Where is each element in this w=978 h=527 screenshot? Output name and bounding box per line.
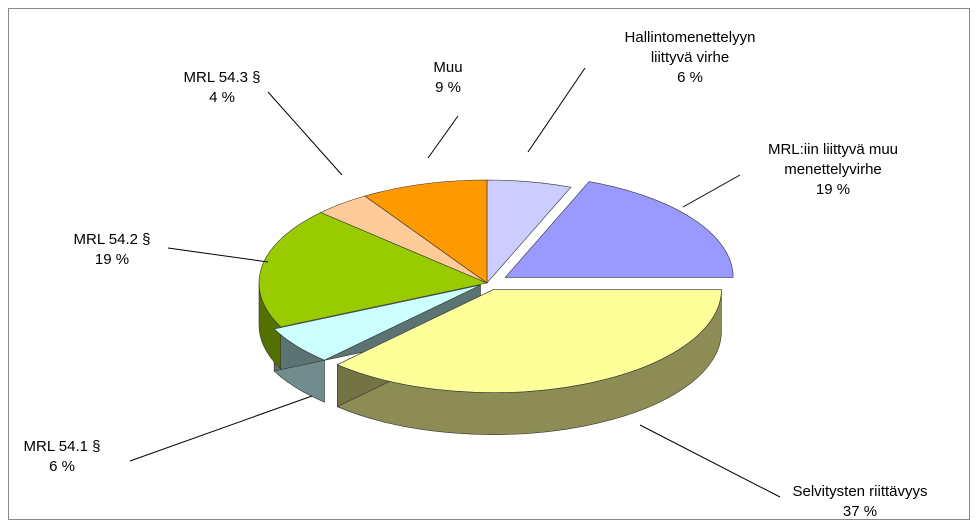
slice: [273, 284, 481, 361]
leader-line: [682, 174, 741, 208]
leader-line: [167, 247, 269, 263]
slice-label: MRL 54.2 § 19 %: [52, 230, 172, 270]
category-label: Hallintomenettelyyn liittyvä virhe: [624, 29, 756, 66]
slice-label: MRL 54.1 § 6 %: [2, 437, 122, 477]
slice-label: Muu 9 %: [408, 58, 488, 98]
slice-label: Hallintomenettelyyn liittyvä virhe 6 %: [610, 28, 770, 88]
category-label: MRL 54.2 §: [73, 231, 151, 248]
category-label: Muu: [433, 59, 463, 76]
value-label: 9 %: [435, 79, 461, 96]
slice: [336, 289, 722, 393]
slice: [504, 181, 734, 278]
slice-label: MRL:iin liittyvä muu menettelyvirhe 19 %: [748, 140, 918, 200]
slice: [364, 179, 488, 284]
value-label: 6 %: [677, 69, 703, 86]
leader-line: [129, 395, 313, 462]
slice-label: MRL 54.3 § 4 %: [162, 68, 282, 108]
category-label: MRL 54.3 §: [183, 69, 261, 86]
leader-line: [639, 424, 781, 498]
value-label: 19 %: [815, 181, 851, 198]
leader-line: [427, 115, 459, 159]
category-label: MRL:iin liittyvä muu menettelyvirhe: [767, 141, 899, 178]
slice: [258, 212, 488, 328]
category-label: Selvitysten riittävyys: [792, 483, 928, 500]
slice-label: Selvitysten riittävyys 37 %: [760, 482, 960, 522]
category-label: MRL 54.1 §: [23, 438, 101, 455]
value-label: 37 %: [842, 503, 878, 520]
slice-tops: [258, 179, 734, 393]
value-label: 6 %: [49, 458, 75, 475]
leader-line: [267, 91, 343, 176]
leader-line: [527, 67, 586, 153]
value-label: 4 %: [209, 89, 235, 106]
value-label: 19 %: [94, 251, 130, 268]
